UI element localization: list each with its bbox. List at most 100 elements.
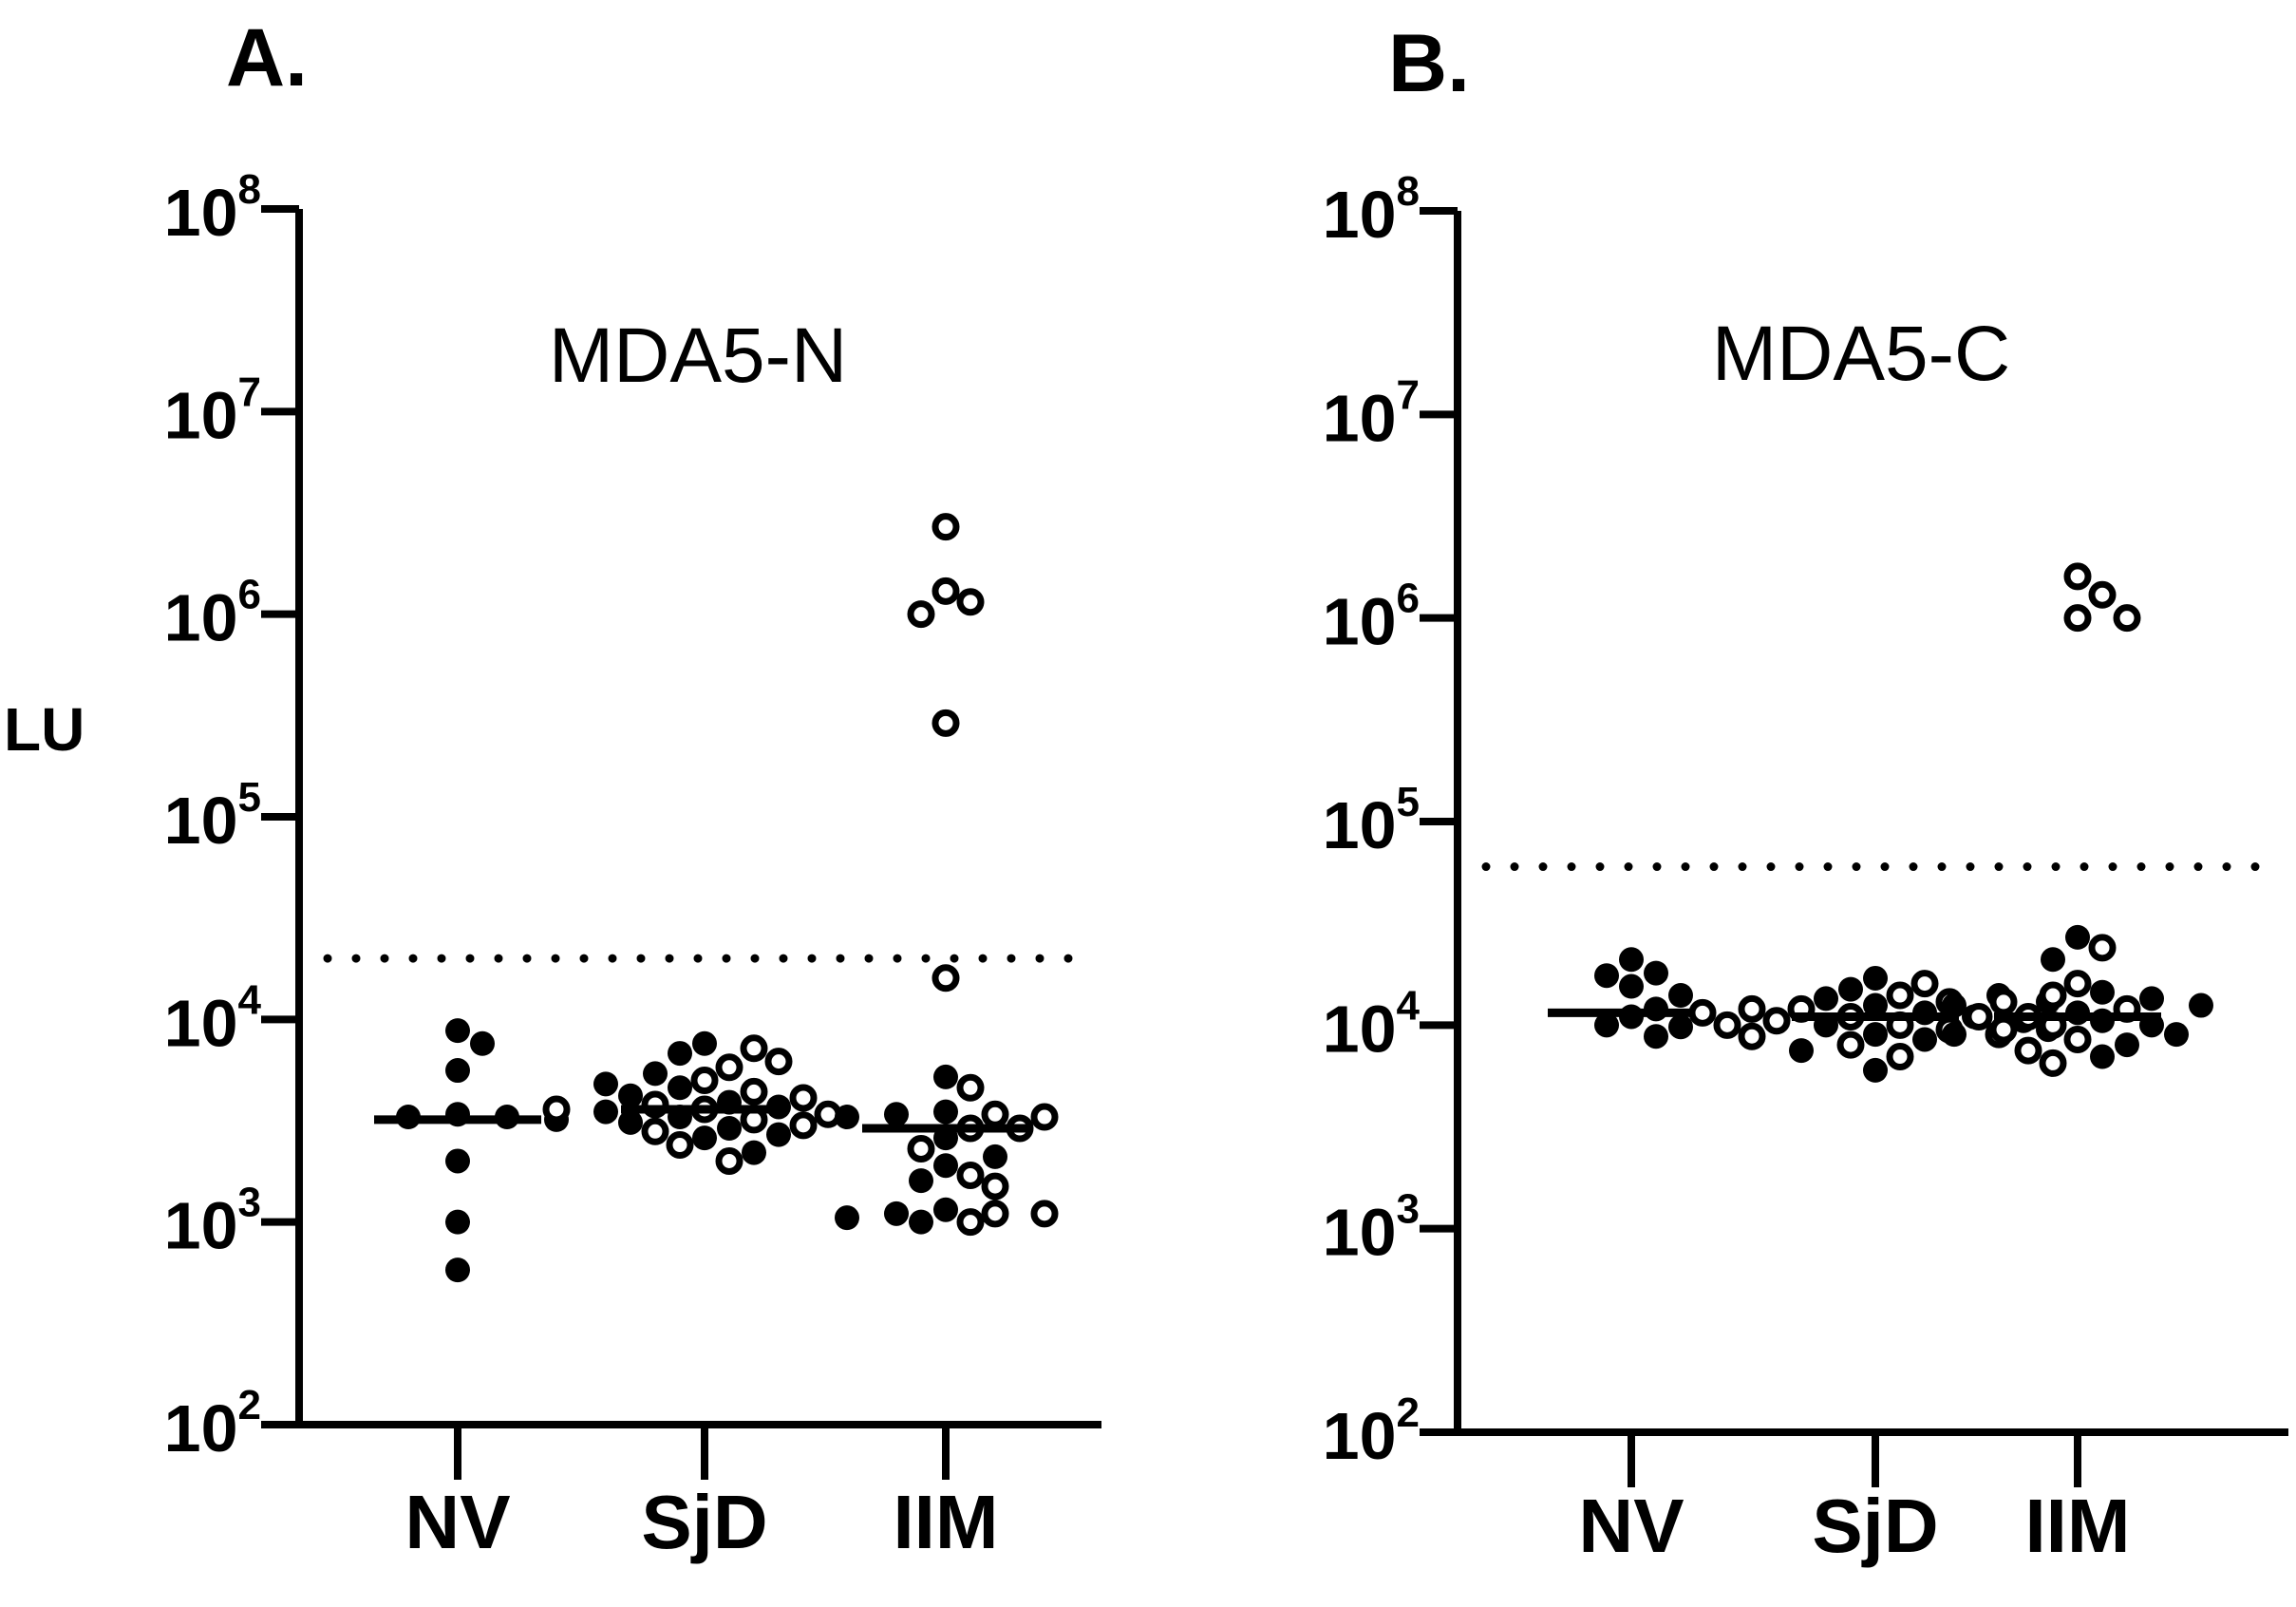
data-point: [983, 1144, 1007, 1169]
data-point: [668, 1041, 692, 1067]
y-tick-label: 107: [1323, 371, 1420, 455]
data-point: [715, 1053, 743, 1082]
data-point: [740, 1034, 768, 1063]
data-point: [1910, 970, 1939, 998]
y-tick-label: 104: [164, 976, 262, 1060]
data-point: [835, 1105, 859, 1130]
data-point: [956, 1162, 985, 1190]
data-point: [1619, 947, 1644, 973]
data-point: [2189, 993, 2213, 1018]
data-point: [1863, 965, 1888, 991]
data-point: [766, 1122, 791, 1147]
y-tick-label: 107: [164, 369, 261, 452]
data-point: [1030, 1103, 1059, 1131]
data-point: [1738, 1022, 1766, 1050]
y-tick-label: 105: [1323, 779, 1420, 862]
data-point: [1863, 1022, 1888, 1048]
data-point: [2139, 986, 2164, 1011]
data-point: [1838, 976, 1863, 1002]
data-point: [618, 1083, 643, 1108]
data-point: [1789, 1038, 1814, 1064]
data-point: [1942, 993, 1967, 1018]
data-point: [1814, 986, 1838, 1011]
data-point: [666, 1131, 694, 1160]
y-tick-label: 106: [1323, 576, 1420, 659]
y-tick-label: 108: [164, 166, 261, 250]
data-point: [884, 1102, 909, 1127]
data-point: [1644, 960, 1668, 986]
data-point: [445, 1209, 470, 1235]
data-point: [981, 1172, 1009, 1201]
y-axis-label: LU: [4, 695, 85, 764]
y-tick-label: 104: [1323, 982, 1421, 1066]
x-tick-label: SjD: [641, 1480, 767, 1564]
data-point: [789, 1111, 818, 1140]
data-point: [835, 1205, 859, 1231]
data-point: [932, 964, 960, 993]
data-point: [2039, 1049, 2067, 1077]
panel-label: B.: [1388, 18, 1470, 109]
data-point: [1619, 974, 1644, 999]
data-point: [956, 588, 985, 616]
data-point: [1965, 1002, 1993, 1030]
data-point: [542, 1095, 571, 1124]
data-point: [1762, 1007, 1791, 1035]
data-point: [690, 1067, 719, 1095]
data-point: [907, 600, 935, 629]
data-point: [593, 1099, 618, 1125]
x-tick-label: IIM: [893, 1480, 998, 1564]
x-tick-label: IIM: [2024, 1484, 2130, 1568]
data-point: [445, 1257, 470, 1283]
data-point: [641, 1117, 669, 1145]
data-point: [932, 513, 960, 541]
panel-label: A.: [226, 12, 308, 104]
data-point: [907, 1134, 935, 1163]
data-point: [1886, 1043, 1914, 1071]
data-point: [909, 1168, 933, 1194]
data-point: [1594, 1012, 1619, 1038]
data-point: [470, 1030, 495, 1056]
data-point: [445, 1148, 470, 1174]
x-tick-label: NV: [1578, 1484, 1684, 1568]
data-point: [668, 1075, 692, 1101]
y-tick-label: 105: [164, 774, 261, 858]
data-point: [1594, 963, 1619, 989]
data-point: [740, 1077, 768, 1106]
data-point: [932, 577, 960, 605]
chart-title: MDA5-N: [549, 312, 847, 399]
data-point: [933, 1197, 958, 1222]
data-point: [2088, 580, 2117, 609]
y-tick-label: 103: [164, 1180, 261, 1263]
data-point: [932, 709, 960, 737]
data-point: [2041, 947, 2065, 973]
data-point: [2090, 1044, 2115, 1069]
data-point: [1644, 1024, 1668, 1049]
data-point: [1030, 1200, 1059, 1228]
data-point: [1863, 993, 1888, 1018]
data-point: [981, 1100, 1009, 1128]
data-point: [1942, 1022, 1967, 1048]
panel-b: B. MDA5-C 102 103 104 105 106 107 108 NV SjD IIM: [1323, 18, 2288, 1568]
data-point: [1668, 983, 1693, 1009]
data-point: [1668, 1014, 1693, 1040]
data-point: [1912, 1027, 1937, 1052]
data-point: [1989, 988, 2018, 1016]
data-point: [981, 1200, 1009, 1228]
data-point: [1738, 994, 1766, 1023]
data-point: [1688, 998, 1717, 1027]
data-point: [1863, 1057, 1888, 1083]
data-point: [2014, 1036, 2042, 1065]
data-point: [789, 1084, 818, 1112]
data-point: [445, 1058, 470, 1084]
data-point: [618, 1109, 643, 1135]
data-point: [692, 1030, 717, 1056]
data-point: [1836, 1030, 1865, 1059]
data-point: [764, 1048, 793, 1076]
data-point: [2063, 970, 2092, 998]
data-point: [2090, 979, 2115, 1005]
data-point: [2113, 604, 2141, 633]
y-tick-label: 106: [164, 572, 261, 655]
data-point: [445, 1018, 470, 1044]
data-point: [2115, 1032, 2139, 1058]
data-point: [643, 1061, 668, 1087]
